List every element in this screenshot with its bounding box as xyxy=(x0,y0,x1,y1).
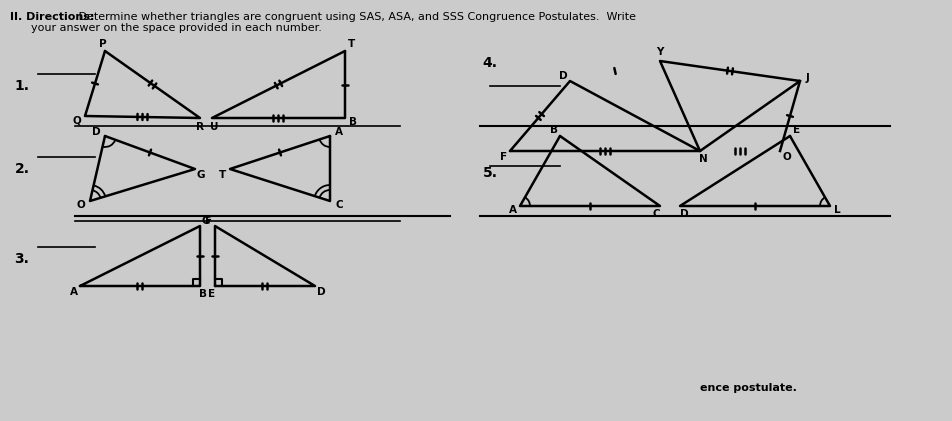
Text: Y: Y xyxy=(656,47,663,57)
Text: D: D xyxy=(316,287,325,297)
Text: O: O xyxy=(782,152,790,162)
Text: O: O xyxy=(76,200,86,210)
Text: Determine whether triangles are congruent using SAS, ASA, and SSS Congruence Pos: Determine whether triangles are congruen… xyxy=(75,12,635,22)
Text: G: G xyxy=(202,216,210,226)
Text: D: D xyxy=(91,127,100,137)
Text: 2.: 2. xyxy=(14,162,30,176)
Text: ence postulate.: ence postulate. xyxy=(700,383,796,393)
Text: U: U xyxy=(209,122,218,132)
Text: A: A xyxy=(69,287,78,297)
Text: 3.: 3. xyxy=(14,252,30,266)
Text: R: R xyxy=(196,122,204,132)
Text: B: B xyxy=(199,289,207,299)
Text: T: T xyxy=(348,39,355,49)
Text: 4.: 4. xyxy=(482,56,497,70)
Text: A: A xyxy=(335,127,343,137)
Text: B: B xyxy=(348,117,357,127)
Text: 1.: 1. xyxy=(14,79,30,93)
Text: L: L xyxy=(833,205,840,215)
Text: C: C xyxy=(651,209,659,219)
Text: B: B xyxy=(549,125,558,135)
Text: E: E xyxy=(208,289,215,299)
Text: F: F xyxy=(500,152,507,162)
Text: N: N xyxy=(698,154,706,164)
Text: G: G xyxy=(196,170,205,180)
Text: A: A xyxy=(508,205,516,215)
Text: II. Directions:: II. Directions: xyxy=(10,12,94,22)
Text: P: P xyxy=(99,39,107,49)
Text: D: D xyxy=(679,209,687,219)
Text: your answer on the space provided in each number.: your answer on the space provided in eac… xyxy=(10,23,322,33)
Text: J: J xyxy=(805,73,809,83)
Text: E: E xyxy=(793,125,800,135)
Text: 5.: 5. xyxy=(482,166,497,180)
Text: T: T xyxy=(219,170,227,180)
Text: C: C xyxy=(335,200,343,210)
Text: F: F xyxy=(206,216,212,226)
Text: D: D xyxy=(558,71,566,81)
Text: Q: Q xyxy=(72,115,81,125)
